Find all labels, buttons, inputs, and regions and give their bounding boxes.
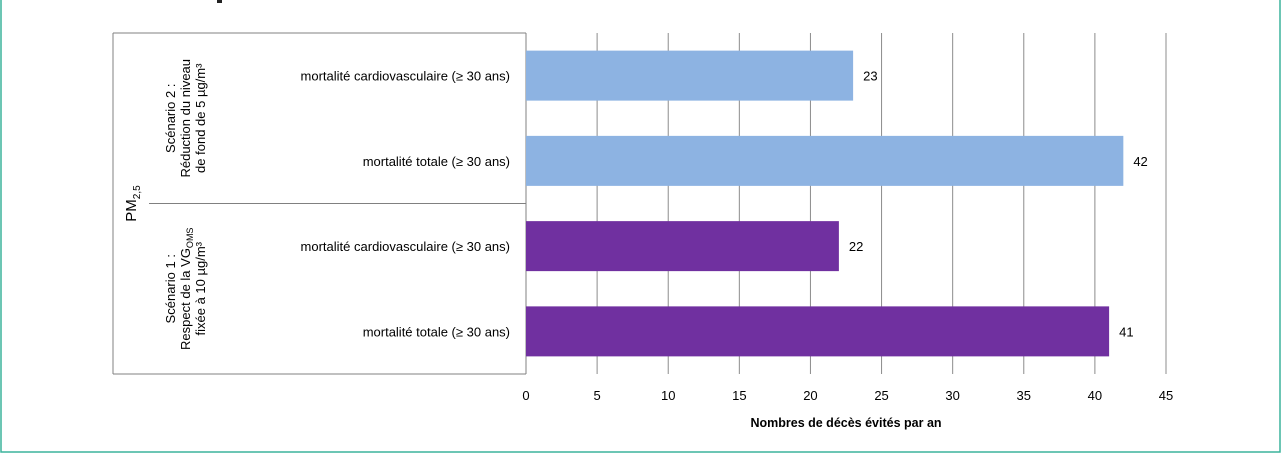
bar-value-label: 42 <box>1133 154 1147 169</box>
title-fragment <box>217 0 222 3</box>
bar-1-1 <box>526 50 854 101</box>
pollutant-subscript: 2,5 <box>132 185 143 199</box>
pollutant-label: PM2,5 <box>123 185 143 222</box>
x-tick-label: 30 <box>945 388 959 403</box>
group-label-line: Réduction du niveau <box>178 59 193 178</box>
x-tick-label: 45 <box>1159 388 1173 403</box>
x-axis-title: Nombres de décès évités par an <box>750 416 941 430</box>
group-label-line: de fond de 5 µg/m³ <box>193 63 208 173</box>
group-label-2: Scénario 1 :Respect de la VGOMSfixée à 1… <box>163 228 208 350</box>
bar-value-label: 41 <box>1119 324 1133 339</box>
x-tick-label: 0 <box>522 388 529 403</box>
x-tick-label: 5 <box>593 388 600 403</box>
group-label-line: Scénario 2 : <box>163 84 178 153</box>
category-labels: Scénario 2 :Réduction du niveaude fond d… <box>123 59 510 350</box>
x-tick-label: 20 <box>803 388 817 403</box>
group-label-subscript: OMS <box>185 228 195 249</box>
x-tick-label: 25 <box>874 388 888 403</box>
group-label-line: Scénario 1 : <box>163 254 178 323</box>
x-tick-label: 10 <box>661 388 675 403</box>
bar-2-2 <box>526 306 1110 357</box>
x-tick-label: 40 <box>1088 388 1102 403</box>
x-axis-ticks: 0 5 10 15 20 25 30 35 40 45 <box>522 388 1173 403</box>
bar-value-label: 23 <box>863 69 877 84</box>
bar-value-label: 22 <box>849 239 863 254</box>
pollutant-main: PM <box>123 199 140 222</box>
category-label: mortalité cardiovasculaire (≥ 30 ans) <box>301 69 510 84</box>
x-tick-label: 35 <box>1017 388 1031 403</box>
bar-1-2 <box>526 135 1124 186</box>
bar-2-1 <box>526 221 839 272</box>
category-label: mortalité cardiovasculaire (≥ 30 ans) <box>301 239 510 254</box>
group-label-line: fixée à 10 µg/m³ <box>193 241 208 335</box>
category-frame <box>112 32 527 375</box>
category-label: mortalité totale (≥ 30 ans) <box>363 324 510 339</box>
group-label-line: Respect de la VG <box>178 248 193 350</box>
group-label-1: Scénario 2 :Réduction du niveaude fond d… <box>163 59 208 178</box>
bars: 23 42 22 41 <box>526 50 1148 357</box>
x-tick-label: 15 <box>732 388 746 403</box>
category-label: mortalité totale (≥ 30 ans) <box>363 154 510 169</box>
